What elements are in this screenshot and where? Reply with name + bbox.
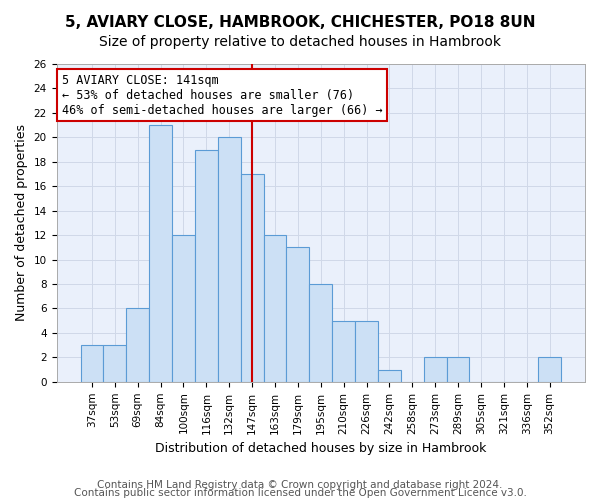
Bar	[80, 345, 103, 382]
Bar	[218, 138, 241, 382]
Bar	[149, 125, 172, 382]
Bar	[310, 284, 332, 382]
X-axis label: Distribution of detached houses by size in Hambrook: Distribution of detached houses by size …	[155, 442, 487, 455]
Bar	[127, 308, 149, 382]
Bar	[378, 370, 401, 382]
Text: Size of property relative to detached houses in Hambrook: Size of property relative to detached ho…	[99, 35, 501, 49]
Bar	[172, 235, 195, 382]
Bar	[103, 345, 127, 382]
Bar	[286, 248, 310, 382]
Text: 5 AVIARY CLOSE: 141sqm
← 53% of detached houses are smaller (76)
46% of semi-det: 5 AVIARY CLOSE: 141sqm ← 53% of detached…	[62, 74, 382, 116]
Bar	[355, 320, 378, 382]
Bar	[241, 174, 263, 382]
Text: 5, AVIARY CLOSE, HAMBROOK, CHICHESTER, PO18 8UN: 5, AVIARY CLOSE, HAMBROOK, CHICHESTER, P…	[65, 15, 535, 30]
Bar	[263, 235, 286, 382]
Bar	[446, 358, 469, 382]
Y-axis label: Number of detached properties: Number of detached properties	[15, 124, 28, 322]
Bar	[332, 320, 355, 382]
Bar	[195, 150, 218, 382]
Bar	[538, 358, 561, 382]
Text: Contains HM Land Registry data © Crown copyright and database right 2024.: Contains HM Land Registry data © Crown c…	[97, 480, 503, 490]
Text: Contains public sector information licensed under the Open Government Licence v3: Contains public sector information licen…	[74, 488, 526, 498]
Bar	[424, 358, 446, 382]
